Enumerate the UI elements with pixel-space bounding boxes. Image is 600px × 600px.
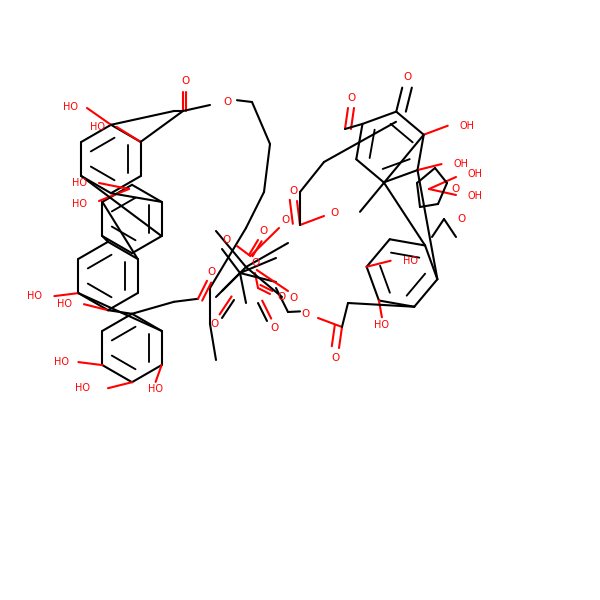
Text: OH: OH [468, 191, 483, 201]
Text: OH: OH [460, 121, 475, 131]
Text: O: O [224, 97, 232, 107]
Text: O: O [452, 184, 460, 194]
Text: O: O [222, 235, 230, 245]
Text: O: O [347, 93, 355, 103]
Text: O: O [281, 215, 289, 225]
Text: OH: OH [454, 159, 469, 169]
Text: O: O [182, 76, 190, 86]
Text: O: O [290, 293, 298, 303]
Text: O: O [302, 309, 310, 319]
Text: O: O [251, 258, 259, 268]
Text: O: O [332, 353, 340, 363]
Text: HO: HO [403, 256, 418, 266]
Text: OH: OH [468, 169, 483, 179]
Text: HO: HO [89, 122, 104, 132]
Text: O: O [290, 186, 298, 196]
Text: O: O [278, 292, 286, 302]
Text: HO: HO [57, 299, 72, 309]
Text: HO: HO [148, 384, 163, 394]
Text: HO: HO [75, 383, 90, 393]
Text: O: O [207, 267, 215, 277]
Text: HO: HO [28, 291, 43, 301]
Text: HO: HO [72, 178, 87, 188]
Text: O: O [271, 323, 279, 333]
Text: O: O [211, 319, 219, 329]
Text: HO: HO [55, 357, 70, 367]
Text: O: O [260, 226, 268, 236]
Text: HO: HO [72, 199, 87, 209]
Text: HO: HO [374, 320, 389, 329]
Text: HO: HO [63, 102, 78, 112]
Text: O: O [458, 214, 466, 224]
Text: O: O [331, 208, 339, 218]
Text: O: O [403, 73, 411, 82]
